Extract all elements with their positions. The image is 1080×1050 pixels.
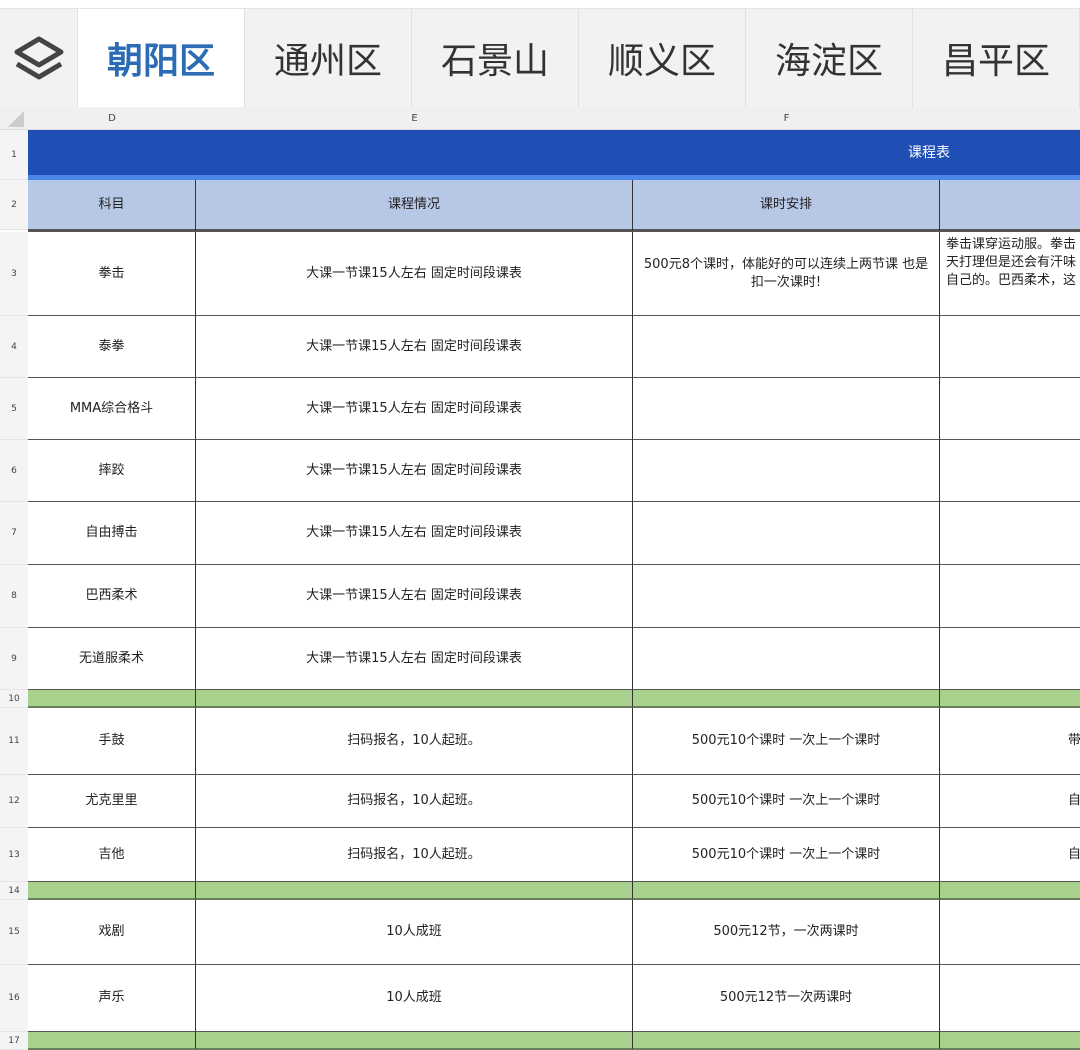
table-cell[interactable]: 扫码报名，10人起班。 [196, 708, 633, 775]
table-cell[interactable] [940, 628, 1080, 690]
table-cell[interactable]: 扫码报名，10人起班。 [196, 775, 633, 828]
table-cell[interactable]: 500元10个课时 一次上一个课时 [633, 775, 940, 828]
table-cell[interactable]: 扫码报名，10人起班。 [196, 828, 633, 882]
separator-row [196, 690, 633, 708]
column-header-e[interactable]: E [411, 113, 418, 124]
separator-row [633, 882, 940, 900]
separator-row [196, 1032, 633, 1050]
table-cell[interactable]: 吉他 [28, 828, 196, 882]
header-cell[interactable]: 课程情况 [196, 180, 633, 232]
table-cell[interactable]: 声乐 [28, 965, 196, 1032]
row-header[interactable]: 12 [0, 775, 28, 828]
table-cell[interactable]: 大课一节课15人左右 固定时间段课表 [196, 565, 633, 628]
column-header-f[interactable]: F [783, 113, 790, 124]
table-cell[interactable]: 泰拳 [28, 316, 196, 378]
row-header[interactable]: 16 [0, 965, 28, 1032]
row-header[interactable]: 17 [0, 1032, 28, 1050]
separator-row [196, 882, 633, 900]
table-cell[interactable]: 500元12节，一次两课时 [633, 900, 940, 965]
separator-row [28, 690, 196, 708]
sheet-tab[interactable]: 海淀区 [746, 9, 913, 107]
row-header[interactable]: 10 [0, 690, 28, 708]
table-cell[interactable]: 带纸 [940, 708, 1080, 775]
separator-row [633, 690, 940, 708]
table-cell[interactable]: 大课一节课15人左右 固定时间段课表 [196, 628, 633, 690]
table-cell[interactable] [940, 316, 1080, 378]
table-cell[interactable]: 10人成班 [196, 965, 633, 1032]
table-cell[interactable]: 自己 [940, 775, 1080, 828]
table-cell[interactable] [940, 965, 1080, 1032]
column-header-bar: D E F [0, 107, 1080, 130]
table-cell[interactable]: 大课一节课15人左右 固定时间段课表 [196, 378, 633, 440]
table-cell[interactable]: 大课一节课15人左右 固定时间段课表 [196, 316, 633, 378]
table-cell[interactable] [633, 378, 940, 440]
column-header-d[interactable]: D [108, 113, 116, 124]
header-cell[interactable] [940, 180, 1080, 232]
row-header[interactable]: 4 [0, 316, 28, 378]
row-header[interactable]: 14 [0, 882, 28, 900]
layers-icon[interactable] [0, 9, 78, 107]
table-cell[interactable]: 自己 [940, 828, 1080, 882]
separator-row [28, 1032, 196, 1050]
table-cell[interactable] [940, 565, 1080, 628]
row-header[interactable]: 8 [0, 565, 28, 628]
table-cell[interactable]: 500元10个课时 一次上一个课时 [633, 828, 940, 882]
table-cell[interactable] [633, 316, 940, 378]
table-cell[interactable]: 大课一节课15人左右 固定时间段课表 [196, 232, 633, 316]
row-header[interactable]: 15 [0, 900, 28, 965]
sheet-tab[interactable]: 通州区 [245, 9, 412, 107]
row-header[interactable]: 3 [0, 232, 28, 316]
row-header[interactable]: 9 [0, 628, 28, 690]
table-cell[interactable]: 巴西柔术 [28, 565, 196, 628]
separator-row [633, 1032, 940, 1050]
table-cell[interactable]: 大课一节课15人左右 固定时间段课表 [196, 440, 633, 502]
row-header[interactable]: 5 [0, 378, 28, 440]
table-cell[interactable] [633, 565, 940, 628]
table-cell[interactable]: MMA综合格斗 [28, 378, 196, 440]
table-cell[interactable]: 无道服柔术 [28, 628, 196, 690]
separator-row [940, 690, 1080, 708]
separator-row [940, 1032, 1080, 1050]
separator-row [940, 882, 1080, 900]
sheet-tab[interactable]: 昌平区 [913, 9, 1080, 107]
row-header[interactable]: 13 [0, 828, 28, 882]
table-cell[interactable] [940, 502, 1080, 565]
sheet-tab[interactable]: 朝阳区 [78, 9, 245, 107]
sheet-tab[interactable]: 石景山 [412, 9, 579, 107]
table-cell[interactable]: 大课一节课15人左右 固定时间段课表 [196, 502, 633, 565]
header-cell[interactable]: 课时安排 [633, 180, 940, 232]
row-header[interactable]: 11 [0, 708, 28, 775]
table-cell[interactable]: 10人成班 [196, 900, 633, 965]
table-cell[interactable]: 500元8个课时，体能好的可以连续上两节课 也是扣一次课时! [633, 232, 940, 316]
row-header[interactable]: 6 [0, 440, 28, 502]
table-cell[interactable]: 拳击课穿运动服。拳击 天打理但是还会有汗味 自己的。巴西柔术，这 [940, 232, 1080, 316]
row-header[interactable]: 7 [0, 502, 28, 565]
table-cell[interactable] [940, 900, 1080, 965]
table-cell[interactable]: 戏剧 [28, 900, 196, 965]
table-cell[interactable]: 500元12节一次两课时 [633, 965, 940, 1032]
table-cell[interactable]: 尤克里里 [28, 775, 196, 828]
table-cell[interactable]: 拳击 [28, 232, 196, 316]
row-header[interactable]: 1 [0, 130, 28, 180]
table-cell[interactable] [940, 378, 1080, 440]
separator-row [28, 882, 196, 900]
table-cell[interactable] [633, 628, 940, 690]
sheet-tab[interactable]: 顺义区 [579, 9, 746, 107]
sheet-tab-bar: 朝阳区 通州区 石景山 顺义区 海淀区 昌平区 [0, 8, 1080, 107]
table-cell[interactable]: 自由搏击 [28, 502, 196, 565]
table-cell[interactable]: 摔跤 [28, 440, 196, 502]
header-cell[interactable]: 科目 [28, 180, 196, 232]
select-all-corner[interactable] [8, 111, 24, 127]
table-cell[interactable] [633, 502, 940, 565]
title-bar[interactable]: 课程表 [28, 130, 1080, 180]
table-cell[interactable]: 500元10个课时 一次上一个课时 [633, 708, 940, 775]
table-cell[interactable] [633, 440, 940, 502]
row-header[interactable]: 2 [0, 180, 28, 230]
table-cell[interactable] [940, 440, 1080, 502]
table-cell[interactable]: 手鼓 [28, 708, 196, 775]
